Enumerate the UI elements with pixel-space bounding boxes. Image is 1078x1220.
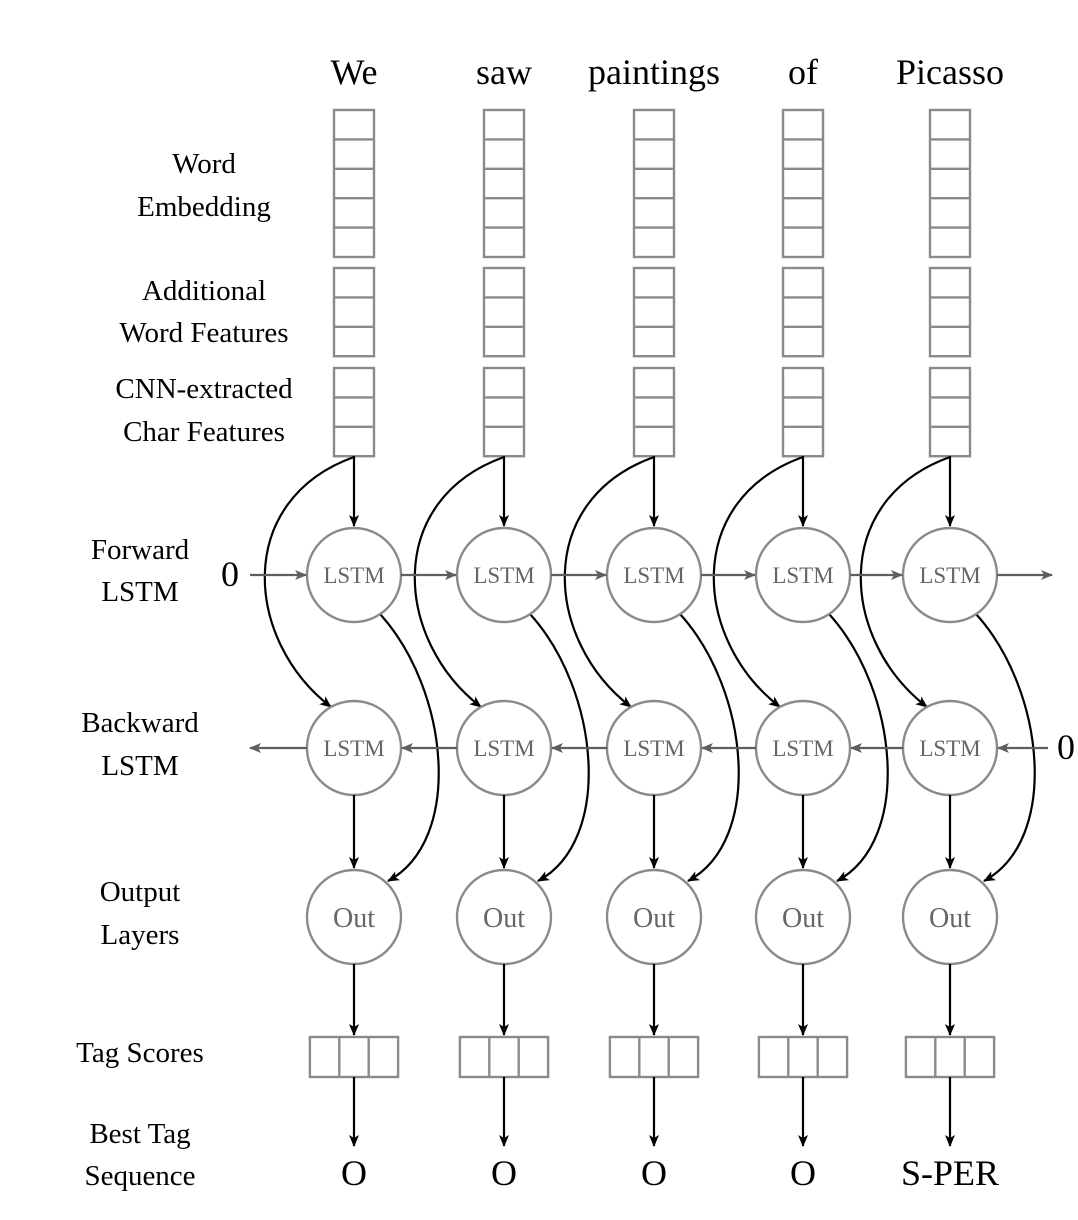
backward-lstm-label: LSTM (323, 736, 384, 761)
word-embedding-vector (632, 108, 676, 259)
output-layer-node: Out (305, 868, 403, 966)
feature-to-backward-arrow (859, 455, 951, 708)
backward-lstm-node: LSTM (901, 699, 999, 797)
label-forward-lstm-line1: Forward (91, 534, 190, 566)
tag-scores-vector (458, 1035, 550, 1079)
forward-to-output-arrow (828, 613, 889, 882)
feature-to-backward-arrow (413, 455, 505, 708)
output-layer-node: Out (754, 868, 852, 966)
column-3: of LSTM LSTM Out O (712, 52, 889, 1193)
feature-to-backward-arrow (263, 455, 355, 708)
additional-features-vector (781, 266, 825, 358)
forward-lstm-node: LSTM (305, 526, 403, 624)
best-tag-2: O (641, 1153, 667, 1193)
forward-to-output-arrow (529, 613, 590, 882)
label-output-layers-line1: Output (100, 876, 181, 908)
best-tag-3: O (790, 1153, 816, 1193)
best-tag-1: O (491, 1153, 517, 1193)
tag-scores-vector (608, 1035, 700, 1079)
tag-scores-vector (904, 1035, 996, 1079)
best-tag-4: S-PER (901, 1153, 999, 1193)
word-3: of (788, 52, 818, 92)
forward-lstm-label: LSTM (919, 563, 980, 588)
word-0: We (330, 52, 377, 92)
output-layer-node: Out (901, 868, 999, 966)
forward-lstm-node: LSTM (754, 526, 852, 624)
forward-lstm-label: LSTM (323, 563, 384, 588)
output-layer-label: Out (929, 903, 971, 934)
forward-initial-state: 0 (221, 554, 239, 594)
additional-features-vector (928, 266, 972, 358)
label-tag-scores: Tag Scores (76, 1037, 204, 1069)
feature-to-backward-arrow (563, 455, 655, 708)
feature-to-backward-arrow (712, 455, 804, 708)
forward-lstm-node: LSTM (901, 526, 999, 624)
forward-to-output-arrow (379, 613, 440, 882)
char-features-vector (632, 366, 676, 458)
backward-lstm-node: LSTM (605, 699, 703, 797)
label-char-features-line1: CNN-extracted (115, 373, 293, 405)
row-labels: Word Embedding Additional Word Features … (76, 148, 293, 1192)
word-embedding-vector (781, 108, 825, 259)
forward-to-output-arrow (975, 613, 1036, 882)
label-char-features-line2: Char Features (123, 416, 285, 448)
output-layer-label: Out (483, 903, 525, 934)
label-additional-features-line1: Additional (142, 275, 266, 307)
column-1: saw LSTM LSTM Out O (413, 52, 590, 1193)
label-backward-lstm-line2: LSTM (101, 750, 178, 782)
best-tag-0: O (341, 1153, 367, 1193)
label-output-layers-line2: Layers (101, 919, 180, 951)
backward-lstm-label: LSTM (919, 736, 980, 761)
output-layer-label: Out (633, 903, 675, 934)
forward-lstm-label: LSTM (473, 563, 534, 588)
char-features-vector (781, 366, 825, 458)
backward-lstm-node: LSTM (754, 699, 852, 797)
backward-lstm-node: LSTM (305, 699, 403, 797)
additional-features-vector (632, 266, 676, 358)
output-layer-label: Out (782, 903, 824, 934)
additional-features-vector (332, 266, 376, 358)
word-4: Picasso (896, 52, 1004, 92)
additional-features-vector (482, 266, 526, 358)
forward-lstm-node: LSTM (455, 526, 553, 624)
output-layer-node: Out (605, 868, 703, 966)
label-word-embedding-line2: Embedding (137, 191, 271, 223)
word-embedding-vector (928, 108, 972, 259)
char-features-vector (928, 366, 972, 458)
backward-lstm-label: LSTM (473, 736, 534, 761)
label-backward-lstm-line1: Backward (81, 707, 199, 739)
word-2: paintings (588, 52, 720, 92)
forward-lstm-label: LSTM (772, 563, 833, 588)
label-best-tag-line2: Sequence (84, 1160, 195, 1192)
backward-initial-state: 0 (1057, 727, 1075, 767)
column-4: Picasso LSTM LSTM Out S-PER (859, 52, 1036, 1193)
label-additional-features-line2: Word Features (119, 317, 288, 349)
word-1: saw (476, 52, 532, 92)
forward-lstm-label: LSTM (623, 563, 684, 588)
output-layer-label: Out (333, 903, 375, 934)
char-features-vector (482, 366, 526, 458)
column-0: We LSTM LSTM Out O (263, 52, 440, 1193)
label-word-embedding-line1: Word (172, 148, 236, 180)
char-features-vector (332, 366, 376, 458)
word-embedding-vector (332, 108, 376, 259)
word-embedding-vector (482, 108, 526, 259)
backward-lstm-label: LSTM (623, 736, 684, 761)
label-best-tag-line1: Best Tag (89, 1118, 190, 1150)
tag-scores-vector (308, 1035, 400, 1079)
column-2: paintings LSTM LSTM Out O (563, 52, 740, 1193)
output-layer-node: Out (455, 868, 553, 966)
forward-lstm-node: LSTM (605, 526, 703, 624)
tag-scores-vector (757, 1035, 849, 1079)
label-forward-lstm-line2: LSTM (101, 576, 178, 608)
backward-lstm-node: LSTM (455, 699, 553, 797)
backward-lstm-label: LSTM (772, 736, 833, 761)
forward-to-output-arrow (679, 613, 740, 882)
